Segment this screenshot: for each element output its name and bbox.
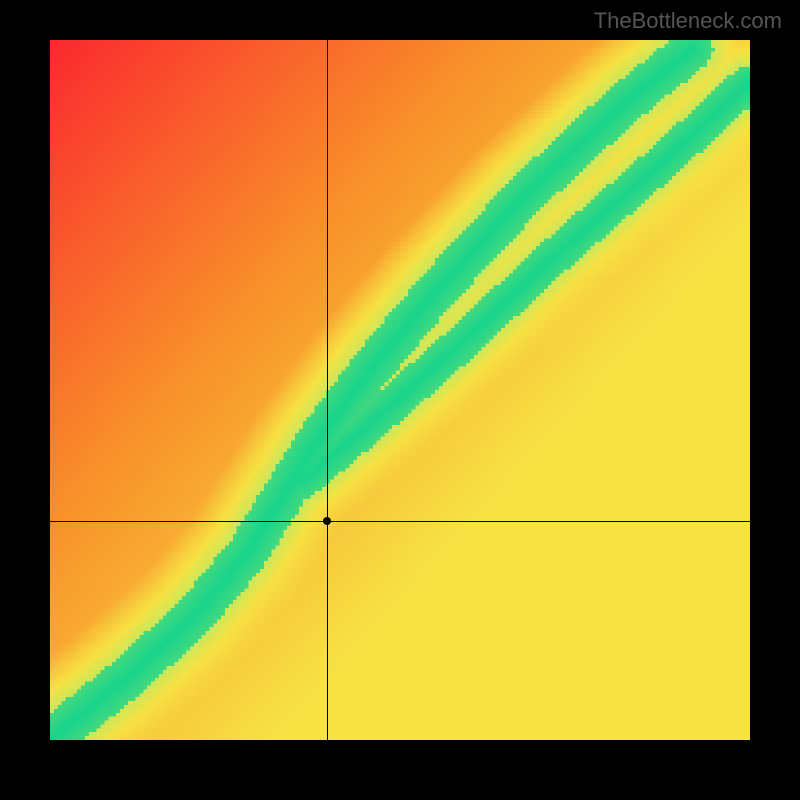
crosshair-vertical (327, 40, 328, 740)
watermark-text: TheBottleneck.com (594, 8, 782, 34)
heatmap-plot (50, 40, 750, 740)
crosshair-marker (323, 517, 331, 525)
figure-container: TheBottleneck.com (0, 0, 800, 800)
crosshair-horizontal (50, 521, 750, 522)
heatmap-canvas (50, 40, 750, 740)
